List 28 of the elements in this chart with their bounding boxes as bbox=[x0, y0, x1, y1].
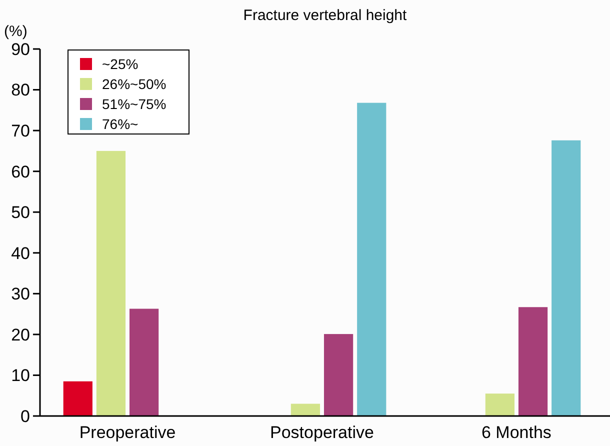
bar bbox=[518, 307, 548, 416]
y-tick-label: 80 bbox=[11, 80, 30, 100]
y-tick-label: 10 bbox=[11, 366, 30, 386]
y-tick-label: 50 bbox=[11, 203, 30, 222]
x-tick-label: 6 Months bbox=[482, 423, 552, 442]
bar bbox=[96, 150, 126, 416]
y-tick-label: 90 bbox=[11, 40, 30, 59]
bar bbox=[552, 140, 581, 416]
bar bbox=[130, 308, 159, 416]
y-tick-label: 0 bbox=[20, 406, 30, 426]
y-tick-label: 30 bbox=[11, 284, 30, 304]
chart-title: Fracture vertebral height bbox=[243, 7, 408, 24]
legend-label: ~25% bbox=[102, 56, 138, 72]
bar bbox=[485, 394, 514, 416]
legend-label: 26%~50% bbox=[102, 76, 166, 92]
bar bbox=[357, 102, 386, 416]
y-tick-label: 60 bbox=[11, 162, 30, 182]
x-tick-label: Postoperative bbox=[270, 423, 374, 442]
bar bbox=[290, 404, 320, 416]
y-tick-label: 40 bbox=[11, 244, 30, 263]
y-tick-label: 70 bbox=[11, 122, 30, 141]
y-tick-label: 20 bbox=[11, 325, 30, 344]
x-tick-label: Preoperative bbox=[79, 423, 176, 442]
y-axis-title: (%) bbox=[4, 23, 28, 40]
legend-label: 51%~75% bbox=[102, 96, 166, 112]
bar bbox=[63, 381, 92, 416]
legend-label: 76%~ bbox=[102, 116, 138, 132]
bar bbox=[324, 334, 354, 416]
